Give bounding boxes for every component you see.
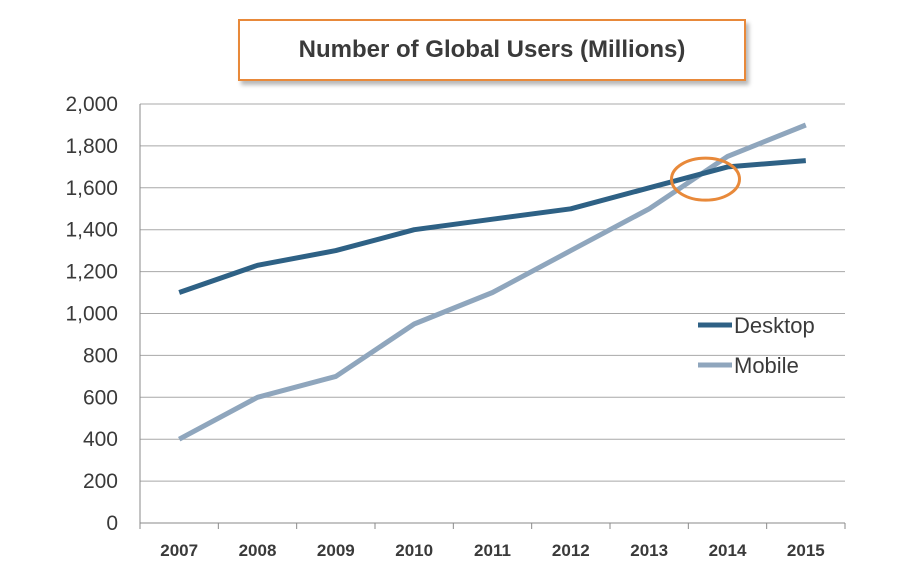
x-tick-label: 2007 bbox=[160, 541, 198, 560]
highlight-circle bbox=[670, 156, 741, 202]
x-tick-label: 2011 bbox=[474, 541, 511, 560]
chart-title: Number of Global Users (Millions) bbox=[298, 36, 686, 63]
series-lines bbox=[178, 122, 807, 442]
y-tick-label: 0 bbox=[106, 512, 118, 535]
legend-label-desktop: Desktop bbox=[734, 313, 815, 338]
x-tick-label: 2012 bbox=[552, 541, 590, 560]
x-tick-label: 2008 bbox=[239, 541, 277, 560]
y-axis-ticks: 0 200 400 600 800 1,000 1,200 1,400 1,600 1,800 2,… bbox=[65, 93, 118, 535]
series-line-desktop bbox=[178, 158, 807, 295]
chart-title-box: Number of Global Users (Millions) bbox=[238, 19, 746, 81]
y-tick-label: 1,400 bbox=[65, 219, 118, 242]
y-tick-label: 1,000 bbox=[65, 303, 118, 326]
x-tick-label: 2015 bbox=[787, 541, 825, 560]
gridlines bbox=[140, 103, 845, 482]
x-tick-label: 2009 bbox=[317, 541, 355, 560]
y-tick-label: 1,800 bbox=[65, 135, 118, 158]
y-tick-label: 1,200 bbox=[65, 261, 118, 284]
y-tick-label: 200 bbox=[83, 470, 118, 493]
y-tick-label: 1,600 bbox=[65, 177, 118, 200]
x-axis-ticks: 2007 2008 2009 2010 2011 2012 2013 2014 2015 bbox=[160, 541, 824, 560]
x-tick-label: 2013 bbox=[630, 541, 668, 560]
x-tick-label: 2010 bbox=[395, 541, 433, 560]
axes bbox=[139, 104, 846, 529]
legend: Desktop Mobile bbox=[698, 313, 815, 378]
y-tick-label: 400 bbox=[83, 428, 118, 451]
y-tick-label: 2,000 bbox=[65, 93, 118, 116]
y-tick-label: 800 bbox=[83, 344, 118, 367]
x-tick-label: 2014 bbox=[709, 541, 747, 560]
annotations bbox=[670, 156, 741, 202]
y-tick-label: 600 bbox=[83, 386, 118, 409]
legend-label-mobile: Mobile bbox=[734, 353, 799, 378]
